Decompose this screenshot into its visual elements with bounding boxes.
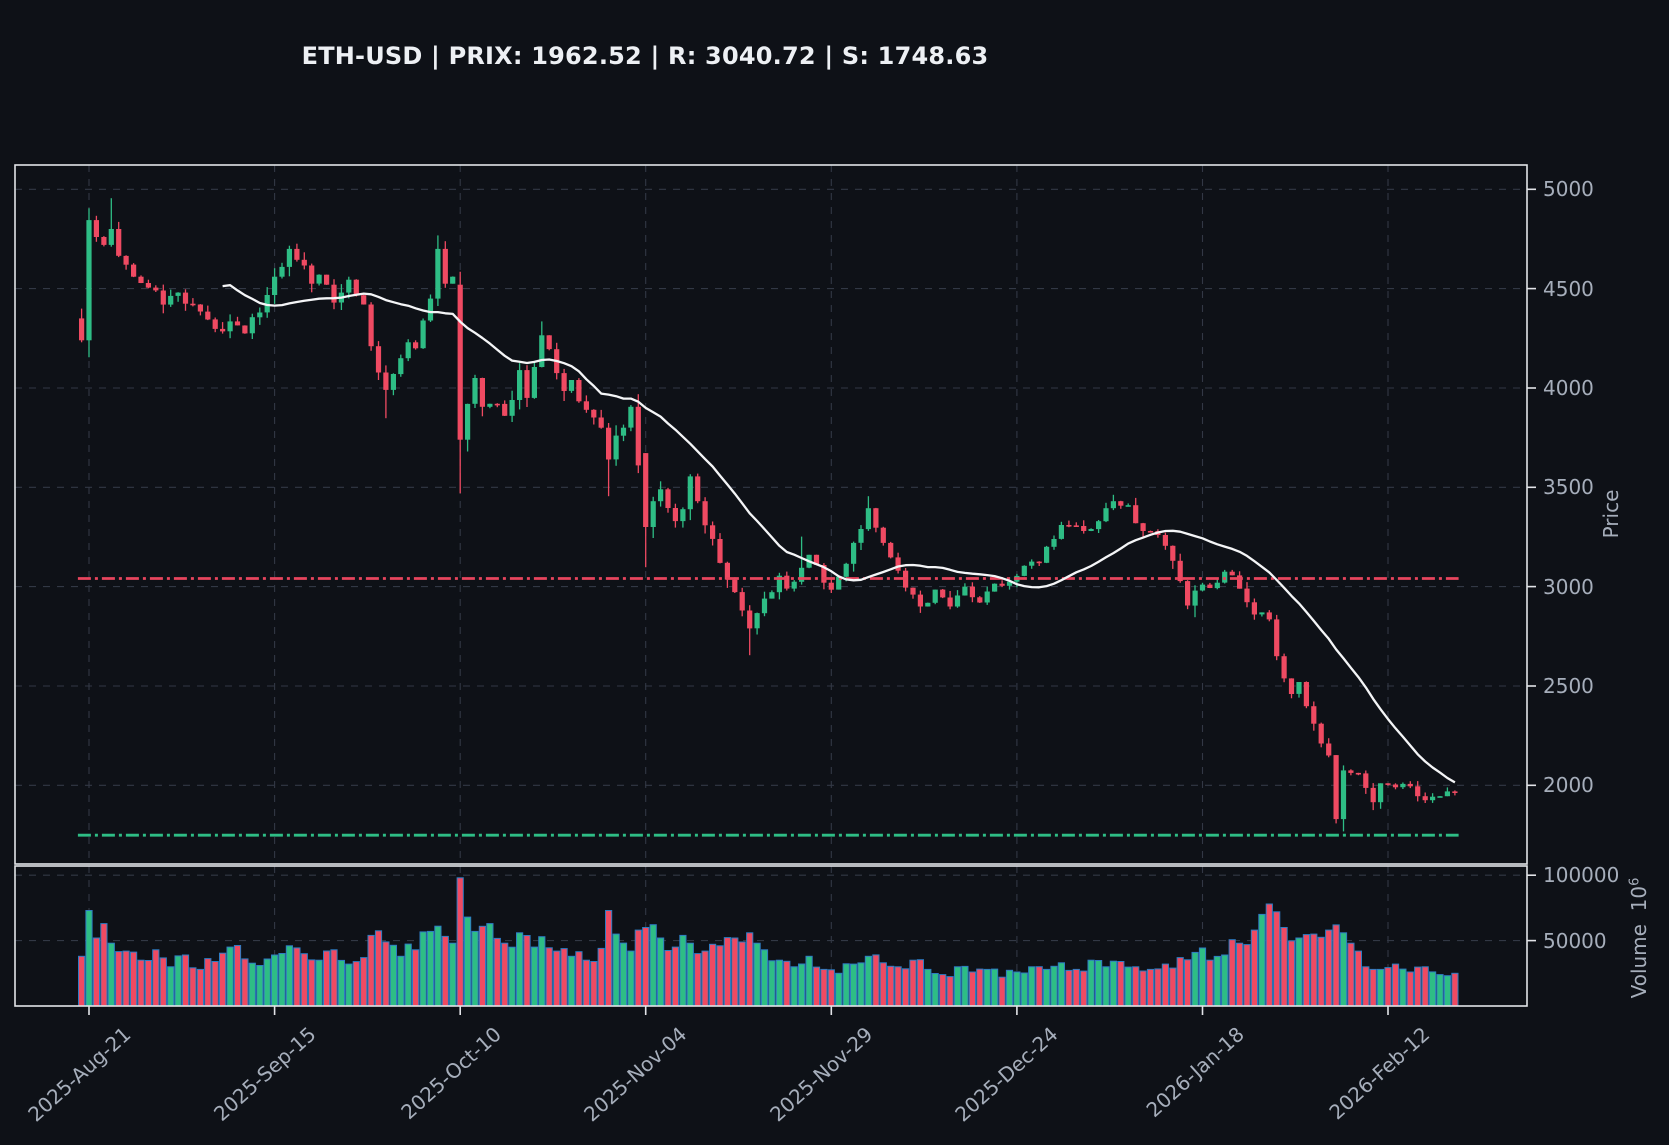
price-tick-label: 4000 [1543, 375, 1594, 400]
volume-tick-label: 100000 [1543, 863, 1620, 888]
price-tick-label: 5000 [1543, 177, 1594, 202]
chart-title: ETH-USD | PRIX: 1962.52 | R: 3040.72 | S… [301, 42, 989, 70]
price-tick-label: 2500 [1543, 673, 1594, 698]
volume-scale-text: 10 [1627, 885, 1651, 912]
price-tick-label: 3500 [1543, 475, 1594, 500]
price-tick-label: 3000 [1543, 574, 1594, 599]
volume-axis-label: Volume 106 [1627, 877, 1651, 999]
price-tick-label: 2000 [1543, 773, 1594, 798]
volume-tick-label: 50000 [1543, 928, 1607, 953]
price-axis-label: Price [1599, 489, 1623, 539]
price-tick-label: 4500 [1543, 276, 1594, 301]
